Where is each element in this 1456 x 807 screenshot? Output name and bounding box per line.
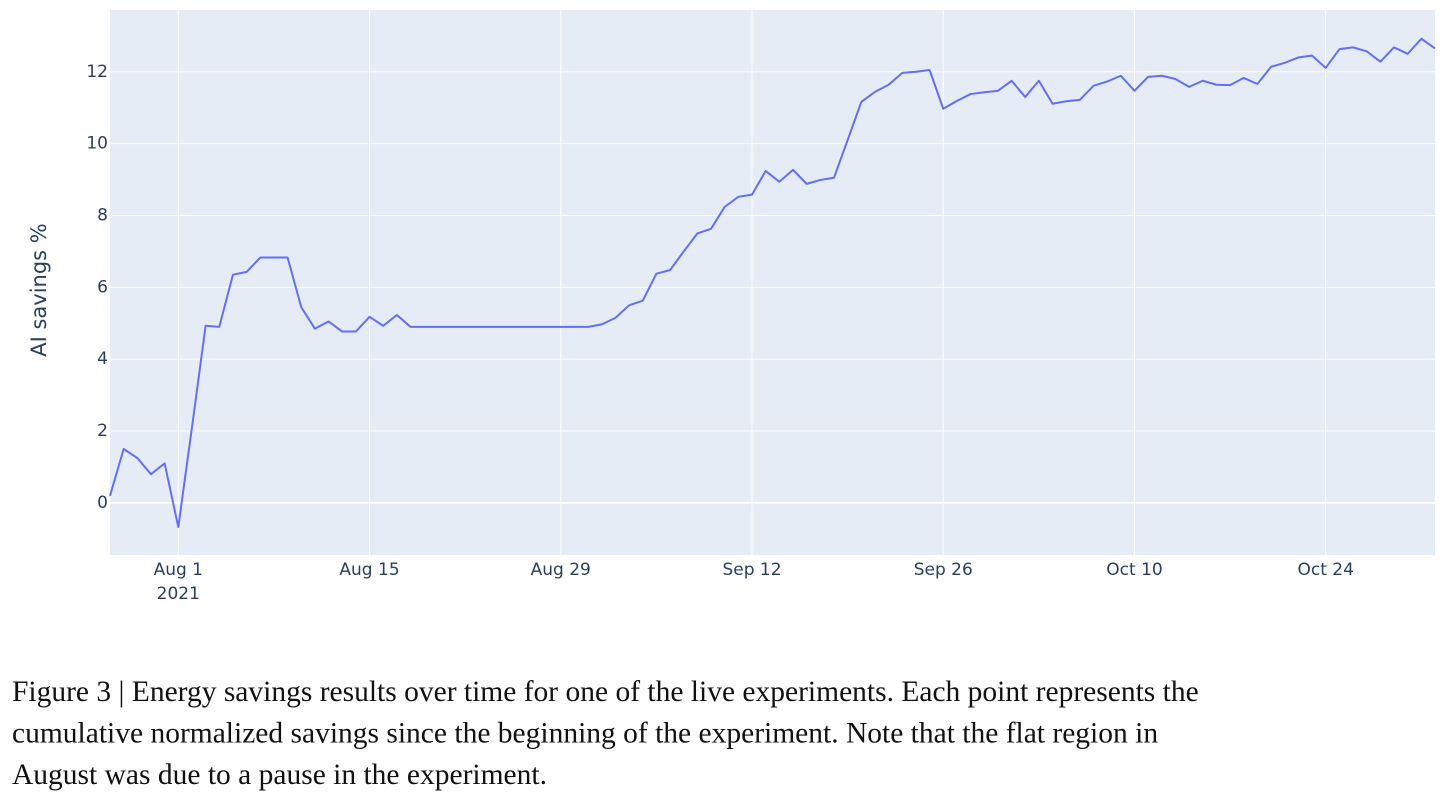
x-tick-label: Sep 12	[722, 560, 781, 580]
caption-line: August was due to a pause in the experim…	[12, 759, 547, 791]
caption-line: Figure 3 | Energy savings results over t…	[12, 676, 1199, 708]
y-tick-label: 2	[97, 421, 108, 441]
y-tick-label: 0	[97, 493, 108, 513]
y-tick-label: 6	[97, 277, 108, 297]
x-tick-label: Aug 15	[339, 560, 399, 580]
x-tick-label: Aug 1	[154, 560, 203, 580]
y-axis-title: AI savings %	[27, 223, 51, 357]
x-tick-label: Sep 26	[914, 560, 973, 580]
x-tick-label: Oct 10	[1106, 560, 1162, 580]
x-tick-year: 2021	[157, 584, 200, 604]
plot-background	[110, 10, 1435, 555]
x-tick-label: Oct 24	[1298, 560, 1354, 580]
x-tick-label: Aug 29	[531, 560, 591, 580]
y-tick-label: 4	[97, 349, 108, 369]
y-tick-label: 8	[97, 205, 108, 225]
y-tick-label: 10	[86, 134, 108, 154]
data-line	[109, 37, 1436, 528]
caption-line: cumulative normalized savings since the …	[12, 717, 1158, 749]
y-tick-label: 12	[86, 62, 108, 82]
